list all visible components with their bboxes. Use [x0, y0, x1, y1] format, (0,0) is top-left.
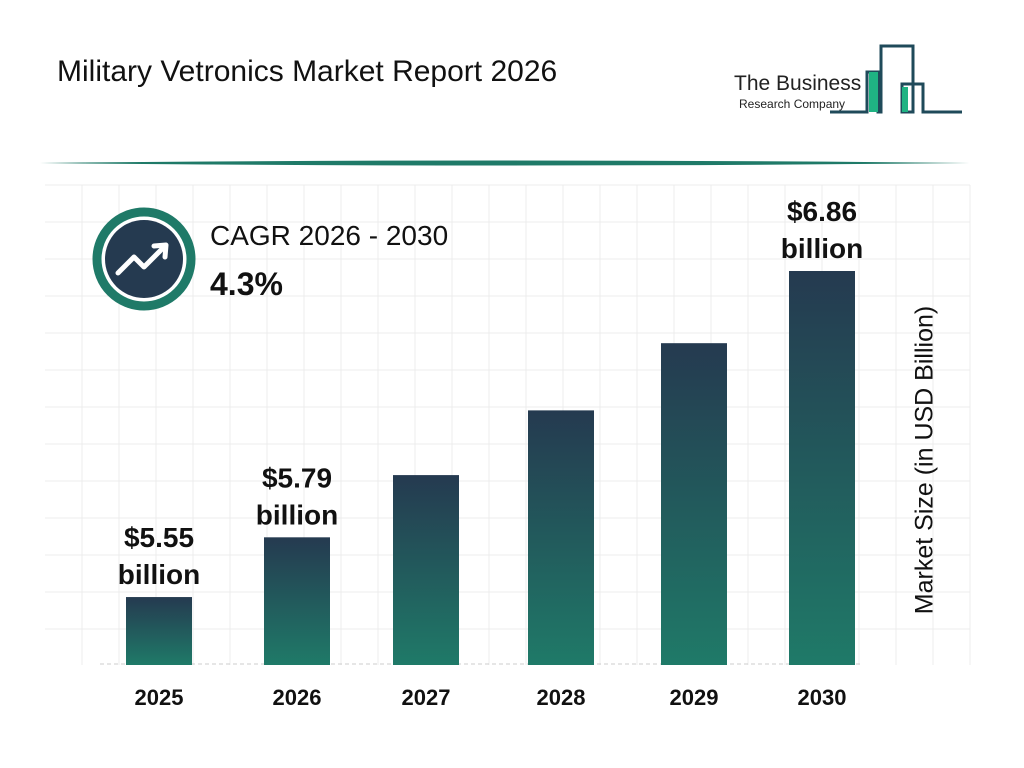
- bar-2028: [528, 410, 594, 665]
- x-tick-label: 2027: [402, 685, 451, 710]
- bar-2027: [393, 475, 459, 665]
- header-divider: [40, 160, 970, 166]
- x-tick-label: 2025: [135, 685, 184, 710]
- company-logo: The Business Research Company: [730, 42, 965, 117]
- x-tick-label: 2029: [670, 685, 719, 710]
- data-label: billion: [118, 559, 200, 590]
- bar-2025: [126, 597, 192, 665]
- x-tick-label: 2030: [798, 685, 847, 710]
- data-label: billion: [256, 499, 338, 530]
- x-tick-label: 2028: [537, 685, 586, 710]
- page-title: Military Vetronics Market Report 2026: [57, 55, 558, 88]
- x-tick-label: 2026: [273, 685, 322, 710]
- y-axis-label: Market Size (in USD Billion): [910, 305, 939, 615]
- logo-subtext: Research Company: [739, 97, 846, 111]
- data-label: $6.86: [787, 196, 857, 227]
- data-label: billion: [781, 233, 863, 264]
- bar-2026: [264, 537, 330, 665]
- logo-buildings-icon: [830, 44, 962, 114]
- cagr-label: CAGR 2026 - 2030: [210, 220, 449, 251]
- trending-up-icon: [115, 242, 169, 276]
- bar-2030: [789, 271, 855, 665]
- bar-2029: [661, 343, 727, 665]
- data-label: $5.55: [124, 522, 194, 553]
- cagr-badge: [92, 207, 196, 311]
- logo-text: The Business: [734, 72, 862, 95]
- cagr-value: 4.3%: [210, 266, 283, 302]
- data-label: $5.79: [262, 462, 332, 493]
